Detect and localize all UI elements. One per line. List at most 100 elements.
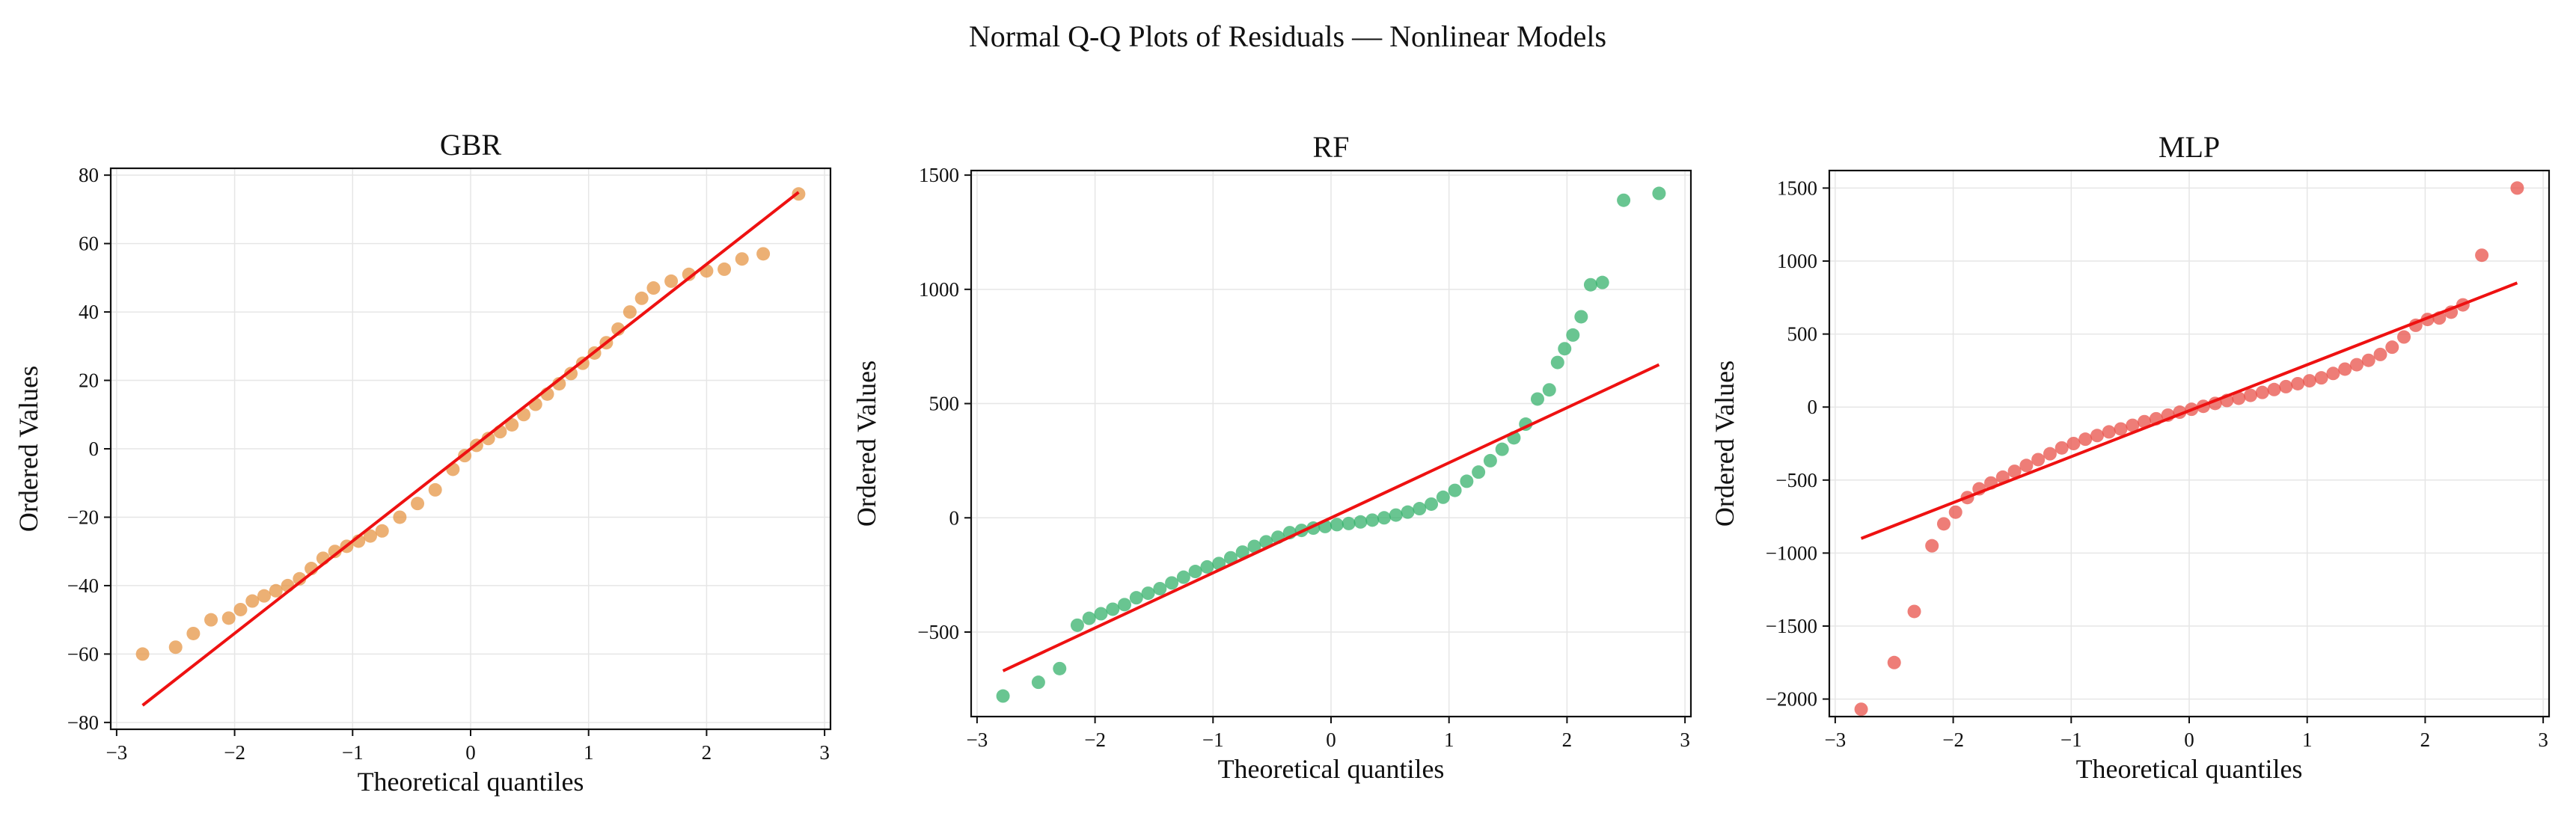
data-point [2232, 391, 2246, 405]
data-points [996, 186, 1666, 703]
x-axis-label: Theoretical quantiles [2076, 754, 2303, 784]
y-tick-label: 1500 [919, 164, 959, 186]
y-tick-label: 60 [79, 233, 99, 255]
x-tick-label: −3 [1825, 729, 1847, 751]
data-point [1542, 383, 1556, 397]
x-axis-label: Theoretical quantiles [358, 767, 584, 797]
data-point [245, 594, 260, 608]
data-point [1583, 278, 1597, 292]
x-tick-label: −2 [1942, 729, 1964, 751]
data-point [428, 482, 442, 497]
data-point [135, 647, 150, 661]
data-point [2291, 376, 2305, 390]
data-point [2267, 382, 2281, 396]
data-point [411, 497, 425, 511]
y-tick-label: −80 [67, 711, 99, 734]
data-point [1341, 516, 1356, 530]
data-point [1141, 586, 1155, 601]
x-tick-label: −1 [342, 741, 364, 764]
data-point [293, 571, 307, 586]
data-point [1353, 515, 1368, 529]
data-point [1448, 483, 1462, 497]
y-tick-label: −20 [67, 506, 99, 528]
data-point [2244, 388, 2258, 402]
reference-line [1002, 363, 1660, 672]
y-tick-label: 20 [79, 370, 99, 392]
data-point [1558, 342, 1572, 356]
data-point [1948, 505, 1962, 519]
data-point [328, 545, 342, 559]
x-tick-label: −3 [106, 741, 128, 764]
data-point [996, 689, 1010, 703]
x-tick-label: 2 [2420, 729, 2431, 751]
data-point [2326, 367, 2340, 381]
x-tick-label: 0 [465, 741, 476, 764]
data-point [233, 602, 248, 616]
data-point [1617, 193, 1631, 207]
data-point [1907, 604, 1921, 619]
data-point [756, 247, 771, 261]
data-point [221, 611, 236, 625]
data-point [634, 291, 649, 305]
data-point [1887, 655, 1901, 669]
qq-panel-mlp: −3 −2 −1 0 1 2 3 −2000 −1500 −1000 −500 0 500 1000 150… [1710, 130, 2551, 784]
y-tick-label: 0 [949, 506, 960, 529]
data-point [1070, 618, 1084, 632]
data-point [1377, 511, 1391, 525]
panel-title: GBR [440, 128, 502, 162]
data-point [1652, 186, 1666, 200]
data-point [186, 626, 201, 640]
data-point [2510, 181, 2524, 195]
data-point [2102, 425, 2116, 439]
y-axis-label: Ordered Values [1710, 361, 1740, 527]
data-point [2314, 371, 2328, 385]
x-tick-label: −1 [2061, 729, 2082, 751]
data-point [269, 583, 283, 598]
data-point [505, 417, 519, 432]
x-tick-label: 1 [584, 741, 594, 764]
x-axis-label: Theoretical quantiles [1218, 754, 1445, 784]
qq-panel-rf: −3 −2 −1 0 1 2 3 −500 0 500 1000 1500 RF Theoretical … [851, 130, 1692, 784]
data-point [2279, 379, 2293, 393]
data-point [2373, 347, 2387, 361]
data-point [735, 252, 749, 266]
data-point [1223, 551, 1237, 565]
data-point [1936, 517, 1951, 531]
x-tick-label: 1 [2302, 729, 2313, 751]
y-tick-label: −40 [67, 574, 99, 597]
data-point [1200, 559, 1214, 574]
x-tick-label: −2 [1084, 729, 1106, 751]
data-point [664, 274, 679, 288]
data-point [363, 529, 377, 543]
x-tick-label: 2 [702, 741, 712, 764]
y-tick-label: −1500 [1766, 615, 1817, 637]
data-point [393, 510, 407, 524]
data-point [2338, 362, 2352, 376]
data-point [1389, 508, 1403, 522]
data-point [2255, 385, 2269, 399]
data-point [1495, 442, 1509, 456]
data-point [2019, 459, 2034, 473]
x-tick-label: 2 [1562, 729, 1573, 751]
data-point [1153, 581, 1167, 595]
data-point [1212, 557, 1226, 571]
data-point [1413, 502, 1427, 516]
y-tick-label: 0 [1808, 396, 1818, 418]
y-tick-label: 1000 [1777, 250, 1817, 272]
y-tick-label: 0 [89, 438, 100, 460]
data-point [2031, 453, 2046, 467]
data-point [1530, 392, 1544, 406]
x-tick-label: 0 [2184, 729, 2194, 751]
data-point [2385, 340, 2399, 355]
data-point [1401, 505, 1415, 519]
data-point [1365, 513, 1380, 527]
x-tick-label: −3 [967, 729, 988, 751]
data-point [2361, 353, 2375, 367]
data-point [1925, 539, 1939, 553]
data-point [564, 367, 578, 381]
x-tick-label: −2 [224, 741, 245, 764]
data-point [1118, 598, 1132, 612]
figure-title: Normal Q-Q Plots of Residuals — Nonlinea… [969, 19, 1606, 53]
data-point [1854, 702, 1868, 717]
y-tick-label: −500 [917, 621, 959, 643]
